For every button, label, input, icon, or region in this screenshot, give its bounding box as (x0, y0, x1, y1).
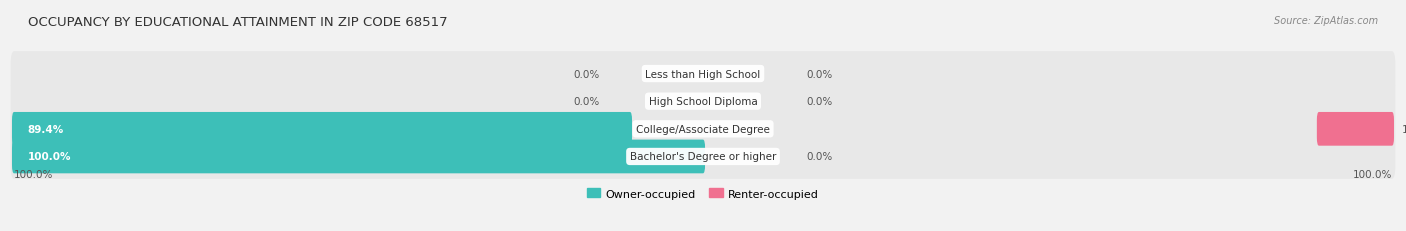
FancyBboxPatch shape (11, 52, 1395, 97)
Text: 0.0%: 0.0% (807, 69, 832, 79)
FancyBboxPatch shape (13, 140, 704, 173)
FancyBboxPatch shape (11, 79, 1395, 124)
Text: Bachelor's Degree or higher: Bachelor's Degree or higher (630, 152, 776, 162)
Text: High School Diploma: High School Diploma (648, 97, 758, 107)
Text: 0.0%: 0.0% (574, 69, 599, 79)
Text: 100.0%: 100.0% (1353, 169, 1392, 179)
Text: 0.0%: 0.0% (807, 97, 832, 107)
FancyBboxPatch shape (11, 134, 1395, 179)
Legend: Owner-occupied, Renter-occupied: Owner-occupied, Renter-occupied (582, 184, 824, 203)
Text: 100.0%: 100.0% (14, 169, 53, 179)
FancyBboxPatch shape (1317, 112, 1393, 146)
Text: 0.0%: 0.0% (807, 152, 832, 162)
Text: 0.0%: 0.0% (574, 97, 599, 107)
Text: 100.0%: 100.0% (28, 152, 72, 162)
FancyBboxPatch shape (11, 107, 1395, 152)
Text: College/Associate Degree: College/Associate Degree (636, 124, 770, 134)
Text: Less than High School: Less than High School (645, 69, 761, 79)
FancyBboxPatch shape (13, 112, 633, 146)
Text: 10.6%: 10.6% (1402, 124, 1406, 134)
Text: OCCUPANCY BY EDUCATIONAL ATTAINMENT IN ZIP CODE 68517: OCCUPANCY BY EDUCATIONAL ATTAINMENT IN Z… (28, 16, 447, 29)
Text: 89.4%: 89.4% (28, 124, 65, 134)
Text: Source: ZipAtlas.com: Source: ZipAtlas.com (1274, 16, 1378, 26)
